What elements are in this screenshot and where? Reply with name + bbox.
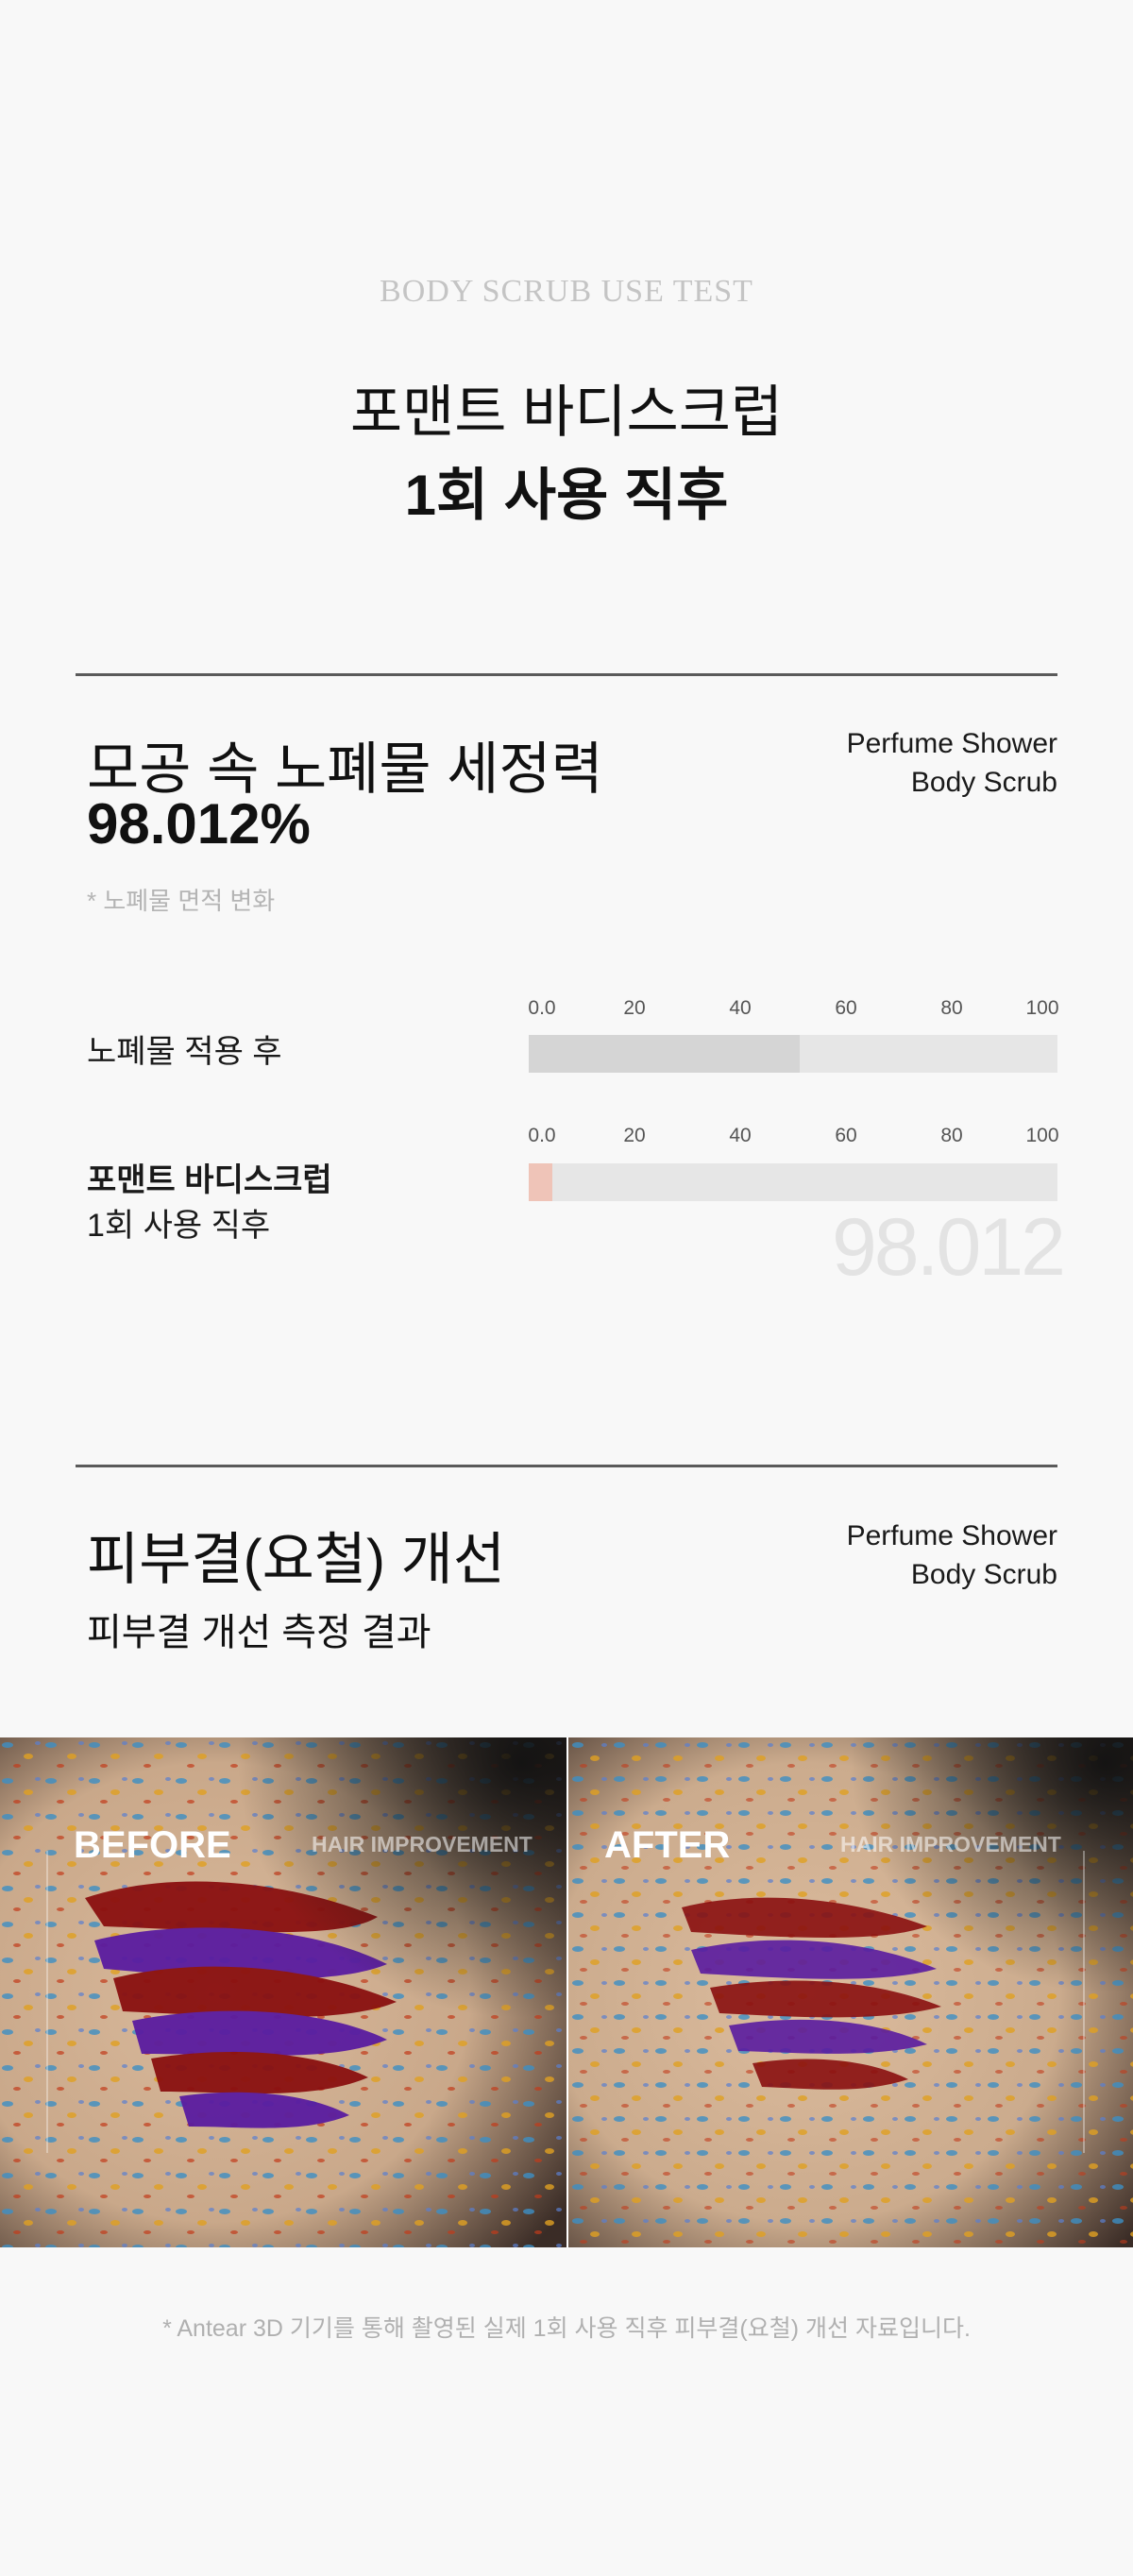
- x-tick-label: 100: [1025, 1125, 1059, 1146]
- x-tick-label: 20: [623, 997, 646, 1019]
- caption: * Antear 3D 기기를 통해 촬영된 실제 1회 사용 직후 피부결(요…: [162, 2315, 971, 2342]
- x-tick-label: 60: [835, 997, 857, 1019]
- product-name: Perfume Shower Body Scrub: [847, 724, 1057, 802]
- photo-divider: [566, 1737, 568, 2247]
- after-label: AFTER: [604, 1824, 731, 1866]
- before-photo: [0, 1737, 566, 2247]
- product-name-2-line2: Body Scrub: [910, 1559, 1057, 1590]
- bar-label-before: 노폐물 적용 후: [87, 1034, 282, 1070]
- bar-track-1: [529, 1035, 1057, 1073]
- after-photo: [568, 1737, 1133, 2247]
- section-divider-2: [76, 1465, 1057, 1467]
- x-tick-label: 40: [729, 997, 752, 1019]
- page-title-line1: 포맨트 바디스크럽: [349, 381, 784, 444]
- value-watermark: 98.012: [831, 1202, 1066, 1293]
- x-axis-ticks-2: 0.0 20 40 60 80 100: [528, 1125, 1059, 1151]
- product-name-2: Perfume Shower Body Scrub: [847, 1517, 1057, 1594]
- product-name-line2: Body Scrub: [910, 767, 1057, 798]
- result-value: 98.012%: [87, 792, 311, 856]
- x-tick-label: 80: [940, 1125, 963, 1146]
- x-tick-label: 80: [940, 997, 963, 1019]
- x-tick-label: 0.0: [528, 997, 556, 1019]
- bar-before: [529, 1035, 800, 1073]
- x-tick-label: 20: [623, 1125, 646, 1146]
- section-eyebrow: BODY SCRUB USE TEST: [380, 274, 753, 309]
- section-subtitle: 피부결 개선 측정 결과: [87, 1612, 431, 1653]
- product-name-line1: Perfume Shower: [846, 728, 1057, 759]
- before-label: BEFORE: [74, 1824, 231, 1866]
- x-axis-ticks-1: 0.0 20 40 60 80 100: [528, 997, 1059, 1024]
- bar-after: [529, 1163, 553, 1201]
- product-name-2-line1: Perfume Shower: [846, 1520, 1057, 1551]
- x-tick-label: 40: [729, 1125, 752, 1146]
- x-tick-label: 100: [1025, 997, 1059, 1019]
- section-divider: [76, 673, 1057, 676]
- after-skin-map: [568, 1737, 1133, 2247]
- after-tag: HAIR IMPROVEMENT: [840, 1832, 1061, 1856]
- bar-label-after-bold: 포맨트 바디스크럽: [87, 1162, 332, 1198]
- section-title-pore: 모공 속 노폐물 세정력: [87, 737, 603, 801]
- before-tag: HAIR IMPROVEMENT: [312, 1832, 533, 1856]
- bar-track-2: [529, 1163, 1057, 1201]
- section-title-texture: 피부결(요철) 개선: [87, 1528, 506, 1591]
- page-title-line2: 1회 사용 직후: [404, 464, 729, 527]
- footnote: * 노폐물 면적 변화: [87, 887, 276, 915]
- x-tick-label: 0.0: [528, 1125, 556, 1146]
- bar-label-after-sub: 1회 사용 직후: [87, 1208, 271, 1244]
- before-skin-map: [0, 1737, 566, 2247]
- bar-label-after: 포맨트 바디스크럽 1회 사용 직후: [87, 1158, 332, 1248]
- x-tick-label: 60: [835, 1125, 857, 1146]
